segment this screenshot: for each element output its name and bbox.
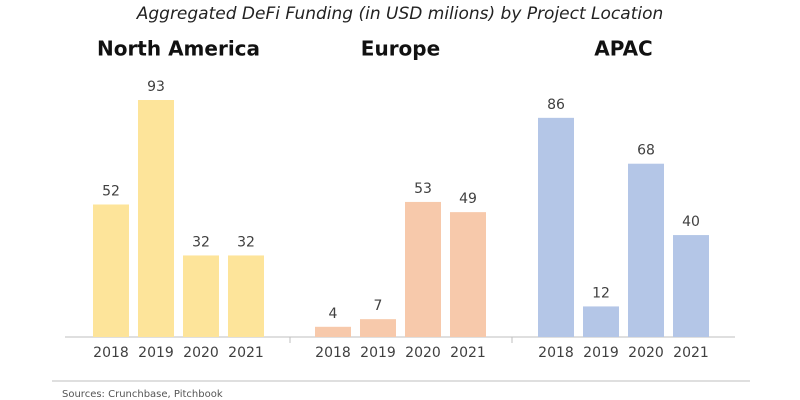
value-label: 68	[637, 143, 655, 159]
bar	[673, 235, 709, 337]
bar	[183, 255, 219, 337]
x-tick-label: 2018	[93, 345, 129, 361]
chart-title: Aggregated DeFi Funding (in USD milions)…	[136, 4, 664, 24]
panel-title: Europe	[361, 37, 440, 61]
bar	[405, 201, 441, 337]
value-label: 12	[592, 285, 610, 301]
x-tick-label: 2021	[228, 345, 264, 361]
value-label: 52	[102, 183, 120, 199]
value-label: 93	[147, 79, 165, 95]
value-label: 32	[237, 234, 255, 250]
source-note: Sources: Crunchbase, Pitchbook	[62, 389, 223, 400]
x-tick-label: 2018	[315, 345, 351, 361]
x-tick-label: 2020	[628, 345, 664, 361]
bar	[228, 255, 264, 337]
bar	[93, 204, 129, 337]
x-tick-label: 2021	[673, 345, 709, 361]
x-tick-label: 2021	[450, 345, 486, 361]
value-label: 40	[682, 214, 700, 230]
value-label: 53	[414, 181, 432, 197]
bar	[628, 163, 664, 337]
value-label: 32	[192, 234, 210, 250]
value-label: 49	[459, 191, 477, 207]
panel-title: North America	[97, 37, 260, 61]
x-tick-label: 2019	[583, 345, 619, 361]
bar	[538, 117, 574, 337]
x-tick-label: 2019	[360, 345, 396, 361]
bar	[450, 212, 486, 337]
bar	[138, 100, 174, 337]
x-tick-label: 2018	[538, 345, 574, 361]
panel-title: APAC	[594, 37, 652, 61]
value-label: 86	[547, 97, 565, 113]
value-label: 7	[374, 298, 383, 314]
x-tick-label: 2020	[405, 345, 441, 361]
bar	[360, 319, 396, 337]
bar	[583, 306, 619, 337]
x-tick-label: 2019	[138, 345, 174, 361]
value-label: 4	[329, 306, 338, 322]
bar	[315, 326, 351, 337]
x-tick-label: 2020	[183, 345, 219, 361]
